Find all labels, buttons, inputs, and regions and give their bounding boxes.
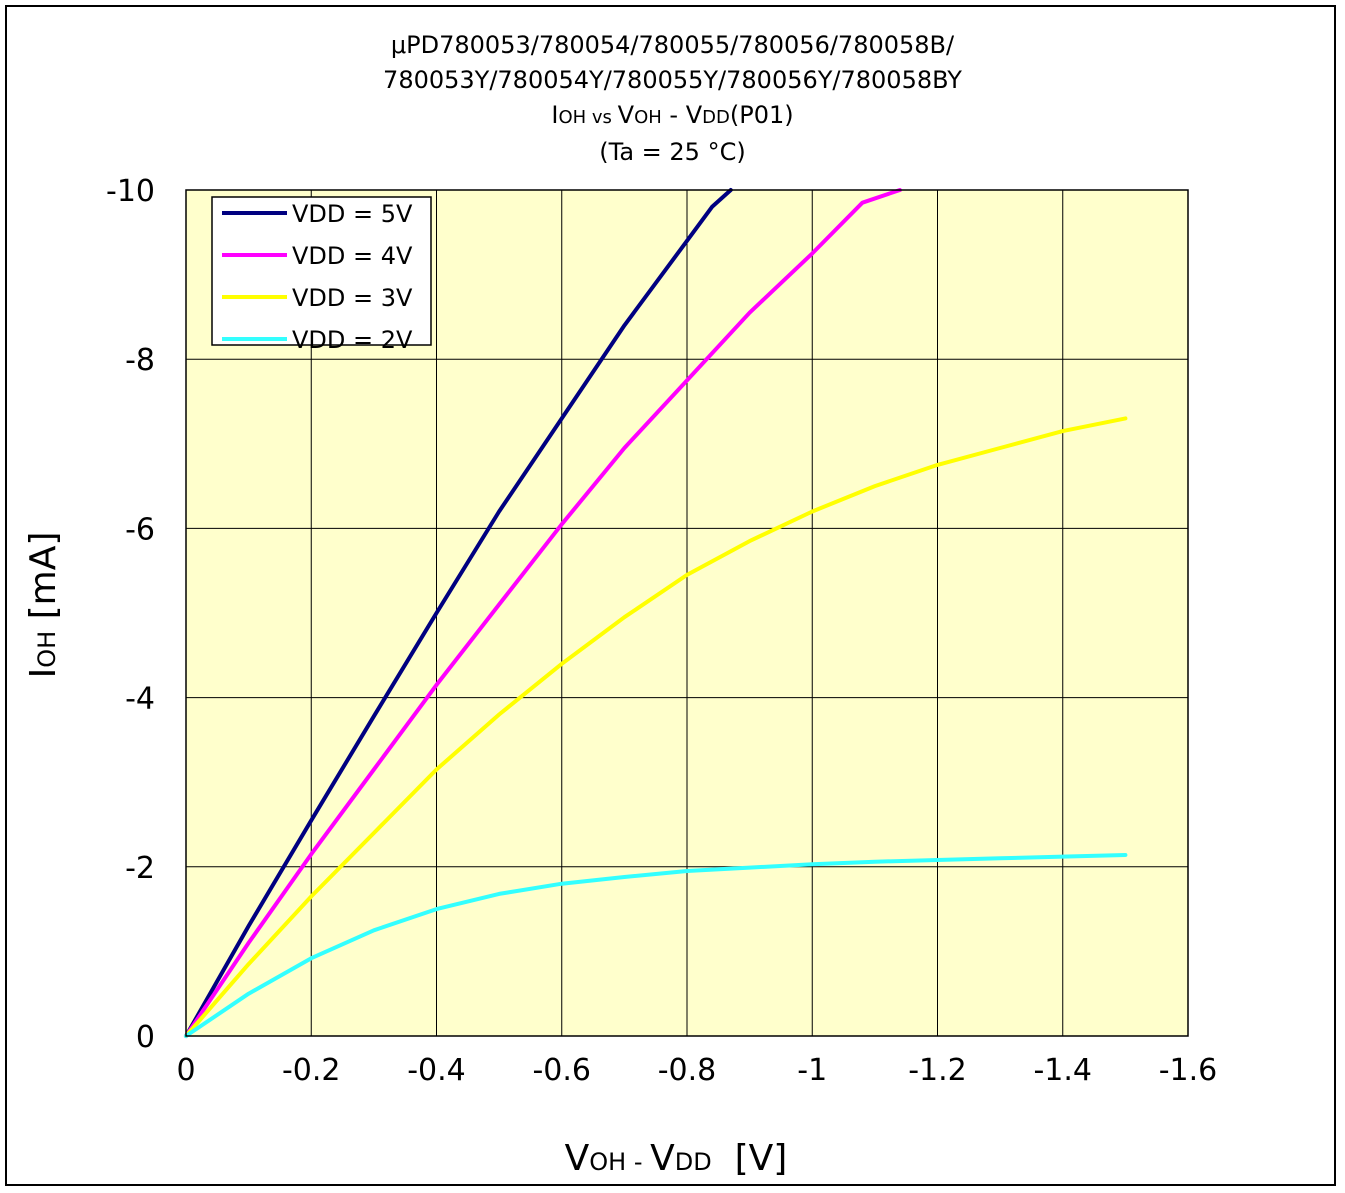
y-tick-label: -2 bbox=[125, 851, 155, 886]
grid-lines bbox=[186, 190, 1188, 1036]
series-line bbox=[184, 416, 1128, 1038]
legend: VDD = 5V VDD = 4V VDD = 3V VDD = 2V bbox=[211, 196, 432, 354]
y-tick-labels: 0 -2 -4 -6 -8 -10 bbox=[106, 174, 155, 1055]
y-tick-label: -6 bbox=[125, 512, 155, 547]
subtitle-part: OH bbox=[558, 107, 587, 128]
x-tick-label: -0.6 bbox=[532, 1053, 591, 1088]
chart-condition: (Ta = 25 °C) bbox=[599, 138, 746, 166]
chart-subtitle: IOH vs VOH - VDD(P01) bbox=[0, 98, 1345, 135]
x-tick-label: 0 bbox=[176, 1053, 195, 1088]
subtitle-part: OH bbox=[634, 107, 662, 128]
legend-label: VDD = 5V bbox=[292, 200, 413, 228]
x-tick-labels: 0 -0.2 -0.4 -0.6 -0.8 -1 -1.2 -1.4 -1.6 bbox=[176, 1053, 1217, 1088]
subtitle-part: V bbox=[617, 101, 635, 129]
chart-frame bbox=[5, 5, 1336, 1186]
series-layer bbox=[184, 188, 1128, 1038]
x-tick-label: -1.4 bbox=[1033, 1053, 1092, 1088]
y-tick-label: -4 bbox=[125, 682, 155, 717]
subtitle-part: I bbox=[551, 101, 559, 129]
subtitle-part: (P01) bbox=[729, 101, 794, 129]
chart-title-block: μPD780053/780054/780055/780056/780058B/ … bbox=[0, 28, 1345, 170]
x-tick-label: -1.6 bbox=[1159, 1053, 1218, 1088]
series-line bbox=[184, 188, 902, 1038]
legend-label: VDD = 4V bbox=[292, 242, 413, 270]
subtitle-part: DD bbox=[702, 107, 730, 128]
plot-border bbox=[185, 189, 1189, 1037]
x-tick-label: -1.2 bbox=[908, 1053, 967, 1088]
series-line bbox=[184, 853, 1128, 1038]
legend-label: VDD = 3V bbox=[292, 284, 413, 312]
chart-title: μPD780053/780054/780055/780056/780058B/ bbox=[390, 31, 955, 59]
subtitle-part: V bbox=[685, 101, 703, 129]
x-tick-label: -1 bbox=[797, 1053, 827, 1088]
x-axis-label: VOH - VDD [V] bbox=[565, 1138, 788, 1179]
subtitle-part: - bbox=[661, 101, 686, 129]
legend-box bbox=[211, 196, 432, 346]
subtitle-part: vs bbox=[586, 107, 618, 128]
y-axis-label: IOH [mA] bbox=[23, 532, 64, 679]
x-tick-label: -0.4 bbox=[407, 1053, 466, 1088]
y-tick-label: -10 bbox=[106, 174, 155, 209]
series-line bbox=[184, 188, 733, 1038]
y-tick-label: 0 bbox=[136, 1020, 155, 1055]
legend-label: VDD = 2V bbox=[292, 326, 413, 354]
chart-title-line2: 780053Y/780054Y/780055Y/780056Y/780058BY bbox=[383, 66, 962, 94]
x-tick-label: -0.8 bbox=[658, 1053, 717, 1088]
y-tick-label: -8 bbox=[125, 343, 155, 378]
x-tick-label: -0.2 bbox=[282, 1053, 341, 1088]
